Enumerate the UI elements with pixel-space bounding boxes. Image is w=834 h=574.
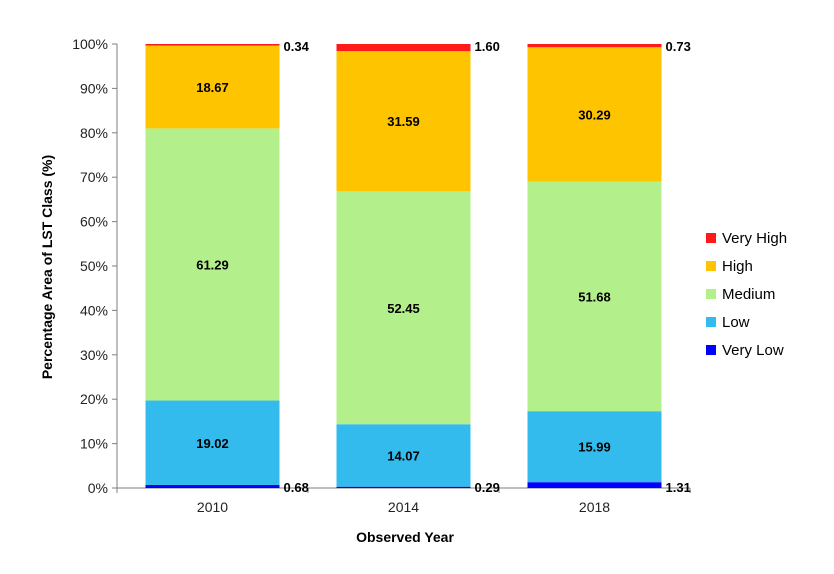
bar-high-2010 <box>145 45 280 129</box>
legend-label: Low <box>722 314 750 331</box>
y-tick-label: 10% <box>80 436 108 452</box>
data-label: 51.68 <box>578 289 611 304</box>
data-label: 18.67 <box>196 80 229 95</box>
y-tick-label: 30% <box>80 347 108 363</box>
bar-very-high-2010 <box>145 44 280 46</box>
legend-swatch <box>706 233 716 243</box>
y-tick-label: 20% <box>80 391 108 407</box>
legend-swatch <box>706 289 716 299</box>
legend-label: Very Low <box>722 342 784 359</box>
data-label: 30.29 <box>578 107 611 122</box>
bar-very-low-2018 <box>527 482 662 488</box>
x-tick-label: 2018 <box>579 499 610 515</box>
legend: Very High High Medium Low Very Low <box>706 230 787 359</box>
y-tick-label: 80% <box>80 125 108 141</box>
data-label: 0.68 <box>284 480 309 495</box>
bar-very-high-2018 <box>527 44 662 48</box>
bar-high-2014 <box>336 51 471 192</box>
y-tick-label: 40% <box>80 302 108 318</box>
legend-label: Very High <box>722 230 787 247</box>
bar-low-2010 <box>145 400 280 485</box>
bar-medium-2014 <box>336 191 471 425</box>
data-label: 1.31 <box>666 480 691 495</box>
y-tick-label: 50% <box>80 258 108 274</box>
data-label: 1.60 <box>475 39 500 54</box>
data-label: 0.73 <box>666 39 691 54</box>
x-axis-title: Observed Year <box>356 529 454 545</box>
data-label: 0.29 <box>475 480 500 495</box>
legend-swatch <box>706 261 716 271</box>
y-tick-label: 70% <box>80 169 108 185</box>
legend-swatch <box>706 345 716 355</box>
data-label: 0.34 <box>284 39 310 54</box>
bar-high-2018 <box>527 47 662 182</box>
data-label: 61.29 <box>196 257 229 272</box>
bar-very-low-2014 <box>336 486 471 488</box>
y-axis-title: Percentage Area of LST Class (%) <box>39 155 55 379</box>
data-label: 15.99 <box>578 440 611 455</box>
bar-medium-2010 <box>145 128 280 401</box>
data-label: 19.02 <box>196 436 229 451</box>
bar-very-high-2014 <box>336 44 471 52</box>
legend-label: Medium <box>722 286 775 303</box>
y-tick-label: 0% <box>88 480 108 496</box>
y-tick-label: 100% <box>72 36 108 52</box>
x-tick-label: 2014 <box>388 499 419 515</box>
y-tick-label: 90% <box>80 80 108 96</box>
data-label: 31.59 <box>387 114 420 129</box>
data-label: 14.07 <box>387 448 420 463</box>
bar-very-low-2010 <box>145 484 280 488</box>
legend-label: High <box>722 258 753 275</box>
legend-swatch <box>706 317 716 327</box>
data-label: 52.45 <box>387 301 420 316</box>
bar-medium-2018 <box>527 181 662 412</box>
x-tick-label: 2010 <box>197 499 228 515</box>
bar-low-2018 <box>527 411 662 483</box>
plot-area: 0% 10% 20% 30% 40% 50% 60% 70% 80% 90% 100% 2010 0.6… <box>72 36 691 515</box>
y-tick-label: 60% <box>80 214 108 230</box>
bar-low-2014 <box>336 424 471 487</box>
